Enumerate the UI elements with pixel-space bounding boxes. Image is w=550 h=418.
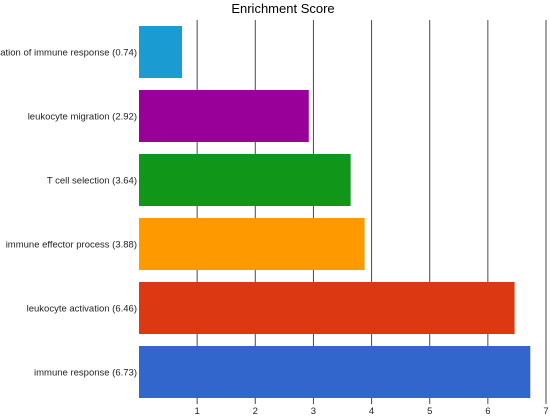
category-label: T cell selection (3.64) xyxy=(47,176,137,187)
category-label: activation of immune response (0.74) xyxy=(0,48,137,59)
bar xyxy=(139,26,183,78)
bar xyxy=(139,218,365,270)
chart-title: Enrichment Score xyxy=(231,1,334,16)
category-label: leukocyte migration (2.92) xyxy=(28,112,137,123)
x-tick-label: 6 xyxy=(485,406,490,417)
x-tick-label: 5 xyxy=(427,406,432,417)
bar xyxy=(139,282,515,334)
bar xyxy=(139,346,531,398)
x-tick-label: 4 xyxy=(369,406,374,417)
category-label: immune response (6.73) xyxy=(34,368,137,379)
bars xyxy=(139,26,531,398)
x-tick-label: 7 xyxy=(543,406,548,417)
bar xyxy=(139,90,309,142)
category-labels: activation of immune response (0.74) leuk… xyxy=(0,48,137,379)
grid-lines xyxy=(196,20,547,404)
x-tick-label: 1 xyxy=(194,406,199,417)
x-tick-label: 3 xyxy=(311,406,316,417)
x-axis-ticks: 1 2 3 4 5 6 7 xyxy=(194,406,548,417)
x-tick-label: 2 xyxy=(253,406,258,417)
category-label: immune effector process (3.88) xyxy=(6,240,137,251)
bar xyxy=(139,154,351,206)
category-label: leukocyte activation (6.46) xyxy=(27,304,137,315)
